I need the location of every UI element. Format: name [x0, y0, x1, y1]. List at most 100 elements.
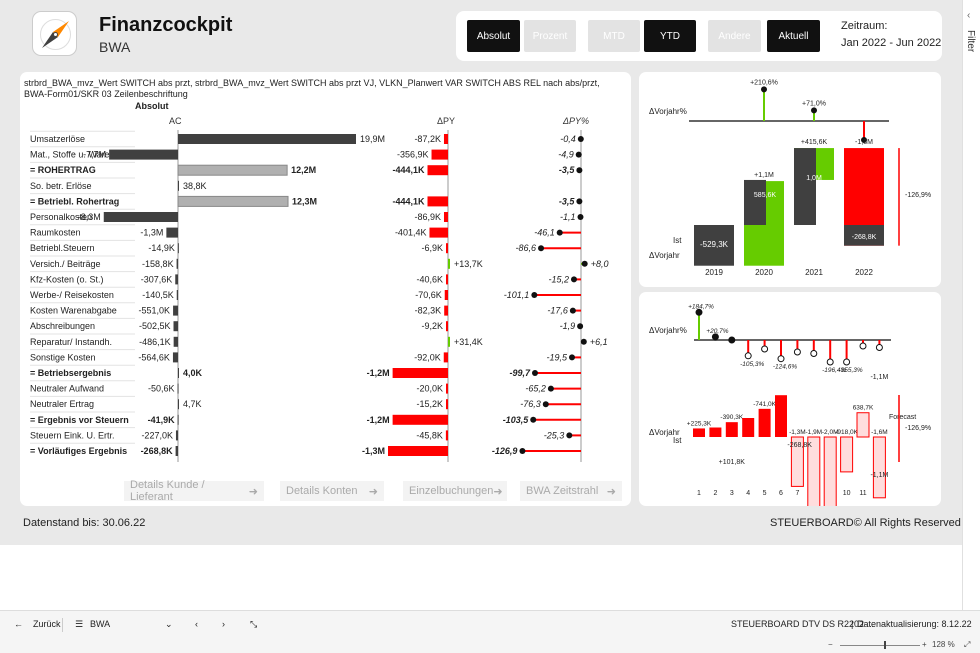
zoom-in-icon[interactable]: +: [922, 640, 927, 649]
year-label: 2022: [855, 268, 873, 277]
dpyp-label: -126,9: [492, 446, 518, 456]
zoom-slider[interactable]: [840, 645, 920, 646]
prozent-button[interactable]: Prozent: [524, 20, 576, 52]
ac-bar: [175, 274, 178, 285]
row-label: Betriebl.Steuern: [30, 243, 95, 253]
ac-label: 38,8K: [183, 181, 207, 191]
row-label-top: ΔVorjahr%: [649, 107, 687, 116]
prev-page-icon[interactable]: ‹: [195, 619, 198, 629]
ac-label: -1,3M: [140, 228, 163, 238]
mtd-button[interactable]: MTD: [588, 20, 640, 52]
ac-bar: [178, 180, 179, 191]
month-bar: [709, 427, 722, 437]
ac-label: -41,9K: [148, 415, 176, 425]
pct-label: -105,3%: [740, 361, 764, 368]
dpy-label: -70,6K: [415, 290, 442, 300]
andere-button[interactable]: Andere: [708, 20, 761, 52]
pct-dot: [777, 355, 785, 363]
zoom-thumb[interactable]: [884, 641, 886, 649]
chevron-left-icon[interactable]: ‹: [967, 10, 971, 21]
ac-label: 12,3M: [292, 196, 317, 206]
ac-label: -486,1K: [139, 337, 171, 347]
dpyp-label: -25,3: [544, 430, 565, 440]
dpy-bar: [429, 227, 448, 238]
month-label: 1: [697, 490, 701, 497]
dpyp-dot: [576, 198, 583, 205]
dpy-label: -40,6K: [416, 274, 443, 284]
page-selector[interactable]: BWA: [90, 619, 111, 629]
ac-bar: [175, 446, 178, 456]
zoom-out-icon[interactable]: −: [828, 640, 833, 649]
dpy-label: -1,2M: [367, 415, 390, 425]
nav-bwa-zeitstrahl-button[interactable]: BWA Zeitstrahl ➜: [520, 481, 622, 501]
forecast-label: Forecast: [889, 414, 916, 421]
aktuell-button[interactable]: Aktuell: [767, 20, 820, 52]
yearly-chart: ΔVorjahr% Ist ΔVorjahr 2019 2020 +210,6% 2021 +…: [639, 72, 941, 287]
dpyp-label: -99,7: [509, 368, 531, 378]
month-bar: [758, 408, 771, 437]
dpy-label: -6,9K: [421, 243, 443, 253]
back-button[interactable]: Zurück: [33, 619, 61, 629]
row-label: Steuern Eink. U. Ertr.: [30, 430, 115, 440]
fit-page-icon[interactable]: ⤢: [964, 640, 971, 649]
m6-label: -268,8K: [787, 442, 812, 449]
ac-label: 12,2M: [291, 165, 316, 175]
copyright-text: STEUERBOARD© All Rights Reserved: [770, 517, 961, 529]
dpyp-label: +6,1: [590, 337, 608, 347]
pct-dot: [728, 336, 736, 344]
arrow-left-icon[interactable]: ←: [14, 619, 23, 629]
pipe-separator: |: [851, 619, 854, 629]
ac-bar: [177, 164, 288, 176]
nav-details-kunde-button[interactable]: Details Kunde / Lieferant ➜: [124, 479, 264, 503]
status-bar: − + 128 % ⤢: [0, 638, 980, 653]
dpyp-label: -76,3: [520, 399, 541, 409]
m3-delta-label: +101,8K: [719, 459, 746, 466]
dpyp-dot: [570, 276, 577, 283]
next-page-icon[interactable]: ›: [222, 619, 225, 629]
dpyp-label: -46,1: [534, 228, 555, 238]
dpyp-label: -17,6: [547, 306, 568, 316]
ac-bar: [173, 336, 178, 347]
report-canvas: Finanzcockpit BWA Absolut Prozent MTD YT…: [0, 0, 962, 545]
chevron-down-icon[interactable]: ⌄: [165, 619, 173, 629]
ist-bar-2022: [844, 225, 884, 246]
report-name: STEUERBOARD DTV DS R2202 ...: [731, 619, 875, 629]
ac-label: -50,6K: [148, 384, 175, 394]
month-value-label: -390,3K: [720, 414, 743, 421]
pct-dot: [810, 350, 818, 357]
ac-bar: [173, 321, 178, 332]
ytd-button[interactable]: YTD: [644, 20, 696, 52]
absolut-button[interactable]: Absolut: [467, 20, 520, 52]
dpyp-label: +8,0: [591, 259, 609, 269]
dpyp-dot: [577, 136, 584, 142]
dpy-label: -20,0K: [416, 384, 443, 394]
dpy-bar: [388, 446, 448, 456]
dpy-bar: [446, 383, 448, 394]
side-label: -126,9%: [905, 192, 931, 199]
zeitraum-value: Jan 2022 - Jun 2022: [841, 37, 942, 49]
dpyp-label: -15,2: [548, 274, 569, 284]
row-label: = Ergebnis vor Steuern: [30, 415, 129, 425]
ac-bar: [173, 305, 178, 316]
dpyp-label: -19,5: [546, 352, 568, 362]
month-label: 6: [779, 490, 783, 497]
collapse-icon[interactable]: ⤡: [250, 619, 258, 629]
nav-details-konten-button[interactable]: Details Konten ➜: [280, 481, 384, 501]
pct-dot: [761, 345, 769, 353]
nav-einzelbuchungen-button[interactable]: Einzelbuchungen ➜: [403, 481, 507, 501]
dpyp-dot: [566, 432, 573, 439]
dpyp-label: -101,1: [504, 290, 530, 300]
ac-label: -564,6K: [138, 352, 170, 362]
dpy-bar: [448, 258, 450, 269]
ac-label: 19,9M: [360, 134, 385, 144]
delta-label-2020: +1,1M: [754, 172, 774, 179]
filter-pane[interactable]: ‹ Filter: [962, 0, 980, 610]
menu-icon: ☰: [75, 619, 84, 629]
ac-label: -502,5K: [139, 321, 171, 331]
ac-label: -7,7M: [83, 150, 106, 160]
pct-dot: [861, 137, 867, 144]
row-label: Personalkosten: [30, 212, 92, 222]
dpyp-dot: [569, 307, 576, 314]
pct-dot: [875, 344, 883, 351]
